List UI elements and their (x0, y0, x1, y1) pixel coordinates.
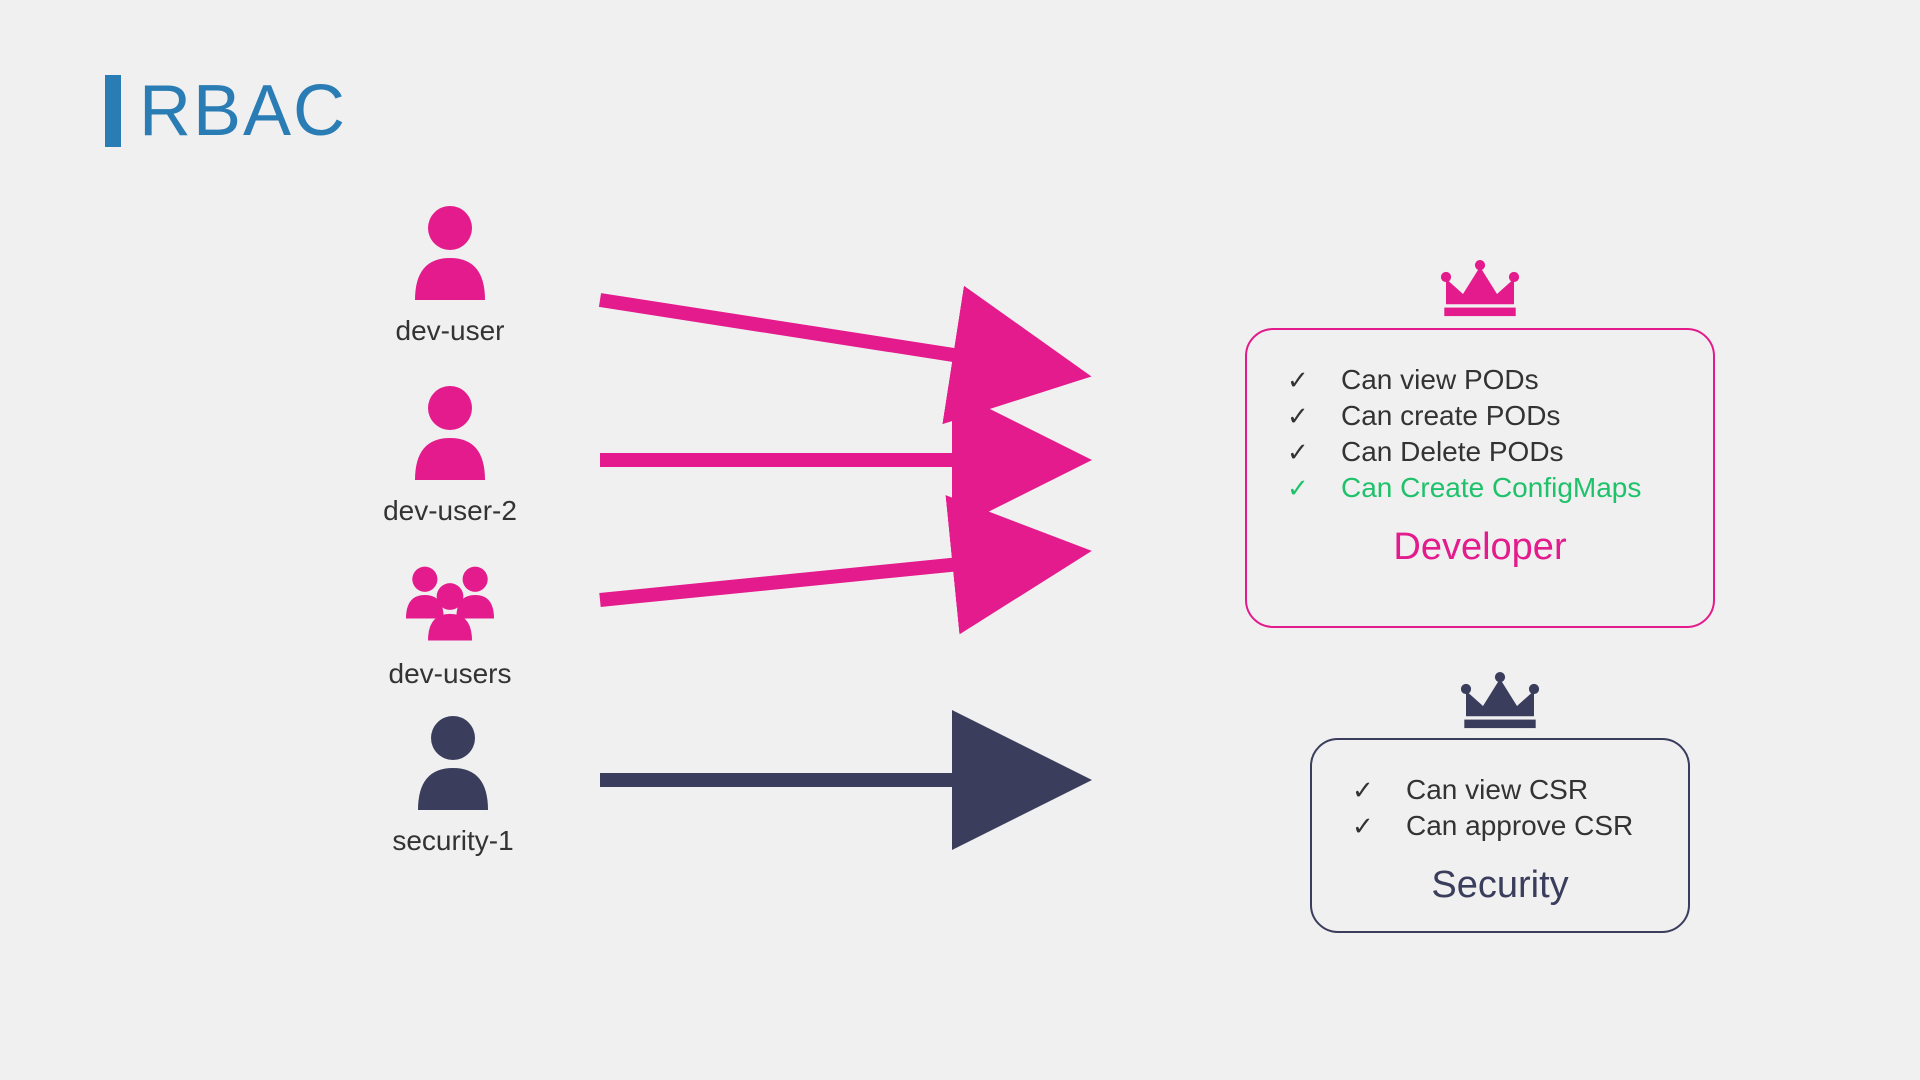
check-icon: ✓ (1287, 401, 1327, 432)
page-title: RBAC (139, 70, 347, 152)
user-label: dev-user (396, 315, 505, 347)
permission-item: ✓ Can create PODs (1287, 400, 1673, 432)
user-label: dev-users (389, 658, 512, 690)
role-box-developer: ✓ Can view PODs ✓ Can create PODs ✓ Can Delet… (1245, 328, 1715, 628)
permission-text: Can view CSR (1406, 774, 1588, 806)
permission-text: Can create PODs (1341, 400, 1560, 432)
permission-item: ✓ Can view PODs (1287, 364, 1673, 396)
crown-icon (1438, 260, 1523, 326)
crown-icon (1458, 672, 1543, 738)
check-icon: ✓ (1287, 473, 1327, 504)
permission-item: ✓ Can view CSR (1352, 774, 1648, 806)
role-box-security: ✓ Can view CSR ✓ Can approve CSR Security (1310, 738, 1690, 933)
permission-text: Can approve CSR (1406, 810, 1633, 842)
user-dev-user: dev-user (380, 200, 520, 347)
check-icon: ✓ (1352, 811, 1392, 842)
user-icon (400, 200, 500, 305)
user-dev-user-2: dev-user-2 (380, 380, 520, 527)
user-dev-users: dev-users (380, 560, 520, 690)
user-label: security-1 (392, 825, 513, 857)
check-icon: ✓ (1352, 775, 1392, 806)
permission-item: ✓ Can Create ConfigMaps (1287, 472, 1673, 504)
permission-text: Can Delete PODs (1341, 436, 1564, 468)
role-name: Security (1352, 864, 1648, 907)
user-icon (400, 380, 500, 485)
check-icon: ✓ (1287, 365, 1327, 396)
rolebinding-arrow (600, 555, 1050, 600)
permission-text: Can view PODs (1341, 364, 1539, 396)
role-name: Developer (1287, 526, 1673, 569)
user-icon (403, 710, 503, 815)
title-accent-bar (105, 75, 121, 147)
user-security-1: security-1 (383, 710, 523, 857)
permission-item: ✓ Can approve CSR (1352, 810, 1648, 842)
user-label: dev-user-2 (383, 495, 517, 527)
check-icon: ✓ (1287, 437, 1327, 468)
permission-text: Can Create ConfigMaps (1341, 472, 1641, 504)
users-group-icon (395, 560, 505, 648)
page-title-wrap: RBAC (105, 70, 347, 152)
rolebinding-arrow (600, 300, 1050, 370)
permission-item: ✓ Can Delete PODs (1287, 436, 1673, 468)
